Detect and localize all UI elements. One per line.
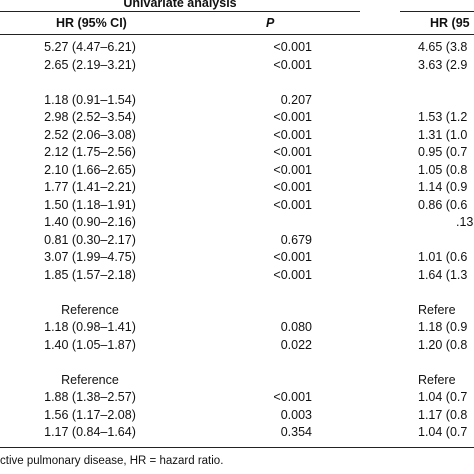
hr-ci-cell: 1.18 (0.91–1.54) [44, 92, 136, 107]
table-row: 1.40 (0.90–2.16) .13 [0, 215, 474, 231]
table-row: 2.10 (1.66–2.65) <0.001 1.05 (0.8 [0, 163, 474, 179]
p-value-cell: <0.001 [273, 57, 312, 72]
p-value-cell: <0.001 [273, 110, 312, 124]
p-value-cell: <0.001 [273, 267, 312, 282]
hr-ci-cell: 1.18 (0.98–1.41) [44, 320, 136, 334]
header-rule-top [0, 11, 360, 12]
header-rule-right-top [400, 11, 474, 12]
hr-ci-cell: 2.12 (1.75–2.56) [44, 145, 136, 159]
table-row: 3.07 (1.99–4.75) <0.001 1.01 (0.6 [0, 250, 474, 266]
hr-ci-cell: 3.07 (1.99–4.75) [44, 250, 136, 264]
table-row: 0.81 (0.30–2.17) 0.679 [0, 233, 474, 249]
p-value-cell: 0.003 [280, 407, 312, 422]
table-row: 1.50 (1.18–1.91) <0.001 0.86 (0.6 [0, 198, 474, 214]
table-row: 1.40 (1.05–1.87) 0.022 1.20 (0.8 [0, 338, 474, 354]
hr-ci-cell: 1.40 (1.05–1.87) [44, 337, 136, 352]
hr-right-cell: .13 [456, 215, 474, 229]
p-value-cell: <0.001 [273, 250, 312, 264]
table-row: 1.77 (1.41–2.21) <0.001 1.14 (0.9 [0, 180, 474, 196]
hr-right-cell: 1.20 (0.8 [418, 337, 468, 352]
hr-ci-cell: 1.56 (1.17–2.08) [44, 407, 136, 422]
hr-right-cell: 1.04 (0.7 [418, 425, 468, 439]
hr-right-cell: Refere [418, 372, 456, 387]
table-row: 2.65 (2.19–3.21) <0.001 3.63 (2.9 [0, 58, 474, 74]
hr-right-cell: 1.53 (1.2 [418, 110, 468, 124]
hr-right-cell: 1.05 (0.8 [418, 162, 468, 177]
p-value-cell: 0.080 [280, 320, 312, 334]
hr-right-cell: Refere [418, 302, 456, 317]
col-header-p-label: P [266, 16, 275, 30]
table-row: Reference Refere [0, 303, 474, 319]
hr-right-cell: 1.04 (0.7 [418, 390, 468, 404]
col-header-p: P [266, 16, 274, 30]
p-value-cell: <0.001 [273, 390, 312, 404]
hr-ci-cell: 2.65 (2.19–3.21) [44, 57, 136, 72]
table-row [0, 285, 474, 301]
hr-ci-cell: 1.85 (1.57–2.18) [44, 267, 136, 282]
hr-ci-cell: 2.98 (2.52–3.54) [44, 110, 136, 124]
p-value-cell: <0.001 [273, 127, 312, 142]
hr-right-cell: 4.65 (3.8 [418, 40, 468, 54]
table-row: 1.18 (0.91–1.54) 0.207 [0, 93, 474, 109]
hr-right-cell: 1.14 (0.9 [418, 180, 468, 194]
table-row: 2.98 (2.52–3.54) <0.001 1.53 (1.2 [0, 110, 474, 126]
hr-right-cell: 1.64 (1.3 [418, 267, 468, 282]
hr-right-cell: 1.17 (0.8 [418, 407, 468, 422]
table-row: 1.18 (0.98–1.41) 0.080 1.18 (0.9 [0, 320, 474, 336]
hr-right-cell: 1.01 (0.6 [418, 250, 468, 264]
p-value-cell: 0.207 [280, 92, 312, 107]
table-row: 5.27 (4.47–6.21) <0.001 4.65 (3.8 [0, 40, 474, 56]
hr-ci-cell: Reference [61, 372, 119, 387]
p-value-cell: 0.679 [280, 232, 312, 247]
header-rule-bottom [0, 34, 474, 35]
table-bottom-rule [0, 447, 474, 448]
p-value-cell: <0.001 [273, 197, 312, 212]
hr-ci-cell: 0.81 (0.30–2.17) [44, 232, 136, 247]
hr-right-cell: 1.18 (0.9 [418, 320, 468, 334]
hr-ci-cell: 1.88 (1.38–2.57) [44, 390, 136, 404]
hr-ci-cell: 2.10 (1.66–2.65) [44, 162, 136, 177]
p-value-cell: 0.022 [280, 337, 312, 352]
hr-ci-cell: 1.17 (0.84–1.64) [44, 425, 136, 439]
hr-ci-cell: 2.52 (2.06–3.08) [44, 127, 136, 142]
hr-right-cell: 3.63 (2.9 [418, 57, 468, 72]
table-row: 2.52 (2.06–3.08) <0.001 1.31 (1.0 [0, 128, 474, 144]
col-header-hr-right: HR (95 [430, 16, 470, 30]
table-row: 2.12 (1.75–2.56) <0.001 0.95 (0.7 [0, 145, 474, 161]
hr-ci-cell: 5.27 (4.47–6.21) [44, 40, 136, 54]
p-value-cell: <0.001 [273, 40, 312, 54]
p-value-cell: 0.354 [280, 425, 312, 439]
hr-ci-cell: 1.77 (1.41–2.21) [44, 180, 136, 194]
table-row [0, 355, 474, 371]
p-value-cell: <0.001 [273, 145, 312, 159]
hr-ci-cell: 1.50 (1.18–1.91) [44, 197, 136, 212]
col-header-hr: HR (95% CI) [56, 16, 127, 30]
table-row: 1.85 (1.57–2.18) <0.001 1.64 (1.3 [0, 268, 474, 284]
hr-ci-cell: 1.40 (0.90–2.16) [44, 215, 136, 229]
p-value-cell: <0.001 [273, 162, 312, 177]
hr-right-cell: 0.86 (0.6 [418, 197, 468, 212]
group-header: Univariate analysis [123, 0, 237, 10]
hr-right-cell: 0.95 (0.7 [418, 145, 468, 159]
table-row: 1.17 (0.84–1.64) 0.354 1.04 (0.7 [0, 425, 474, 441]
footnote: ctive pulmonary disease, HR = hazard rat… [0, 455, 224, 467]
p-value-cell: <0.001 [273, 180, 312, 194]
hr-right-cell: 1.31 (1.0 [418, 127, 468, 142]
table-row: 1.56 (1.17–2.08) 0.003 1.17 (0.8 [0, 408, 474, 424]
table-row [0, 75, 474, 91]
table-row: 1.88 (1.38–2.57) <0.001 1.04 (0.7 [0, 390, 474, 406]
table-row: Reference Refere [0, 373, 474, 389]
hr-ci-cell: Reference [61, 302, 119, 317]
